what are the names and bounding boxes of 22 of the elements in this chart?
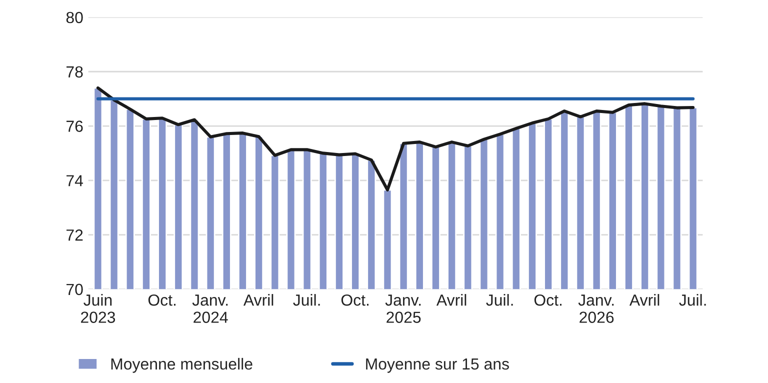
x-tick-label: Juil. [293,294,320,306]
x-tick-label: Oct. [341,294,368,306]
x-tick-label: Avril [436,294,466,306]
legend-label: Moyenne mensuelle [111,358,252,373]
y-tick-label: 70 [66,284,83,296]
x-tick-label: Oct. [534,294,562,306]
x-tick-label: Avril [243,294,274,306]
y-tick-label: 76 [66,120,83,132]
line-series [96,86,695,192]
x-tick-label: Juil. [486,294,513,306]
x-tick-label: Janv. 2026 [578,294,614,323]
y-tick-label: 72 [66,229,83,241]
x-tick-label: Juil. [679,294,706,306]
y-tick-label: 74 [66,175,83,186]
x-tick-label: Avril [629,294,660,306]
legend-label: Moyenne sur 15 ans [366,358,509,373]
y-tick-label: 80 [66,12,83,24]
y-tick-label: 78 [66,66,83,78]
x-tick-label: Juin 2023 [81,294,116,323]
x-tick-label: Janv. 2025 [385,294,421,323]
x-tick-label: Janv. 2024 [192,294,228,323]
x-tick-label: Oct. [148,294,176,306]
